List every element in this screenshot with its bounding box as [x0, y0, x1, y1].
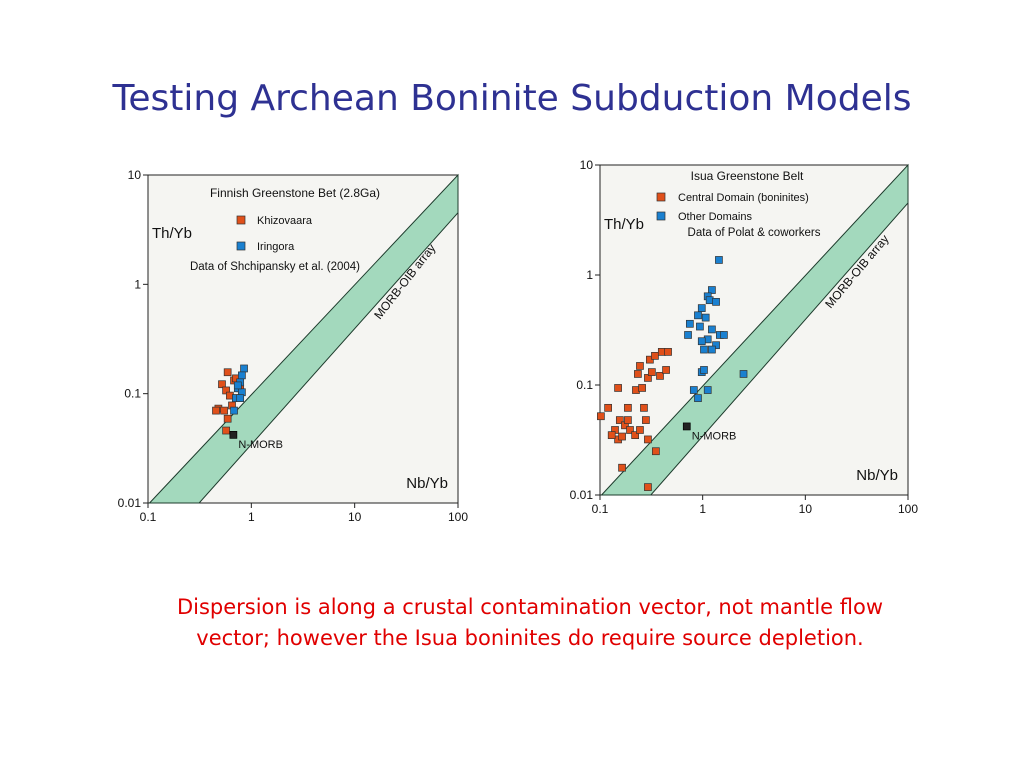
data-point	[664, 348, 672, 356]
legend-title: Isua Greenstone Belt	[691, 169, 804, 183]
legend-title: Finnish Greenstone Bet (2.8Ga)	[210, 186, 380, 200]
annotation: Data of Polat & coworkers	[688, 227, 821, 239]
x-tick-label: 0.1	[140, 510, 157, 524]
data-point	[656, 372, 664, 380]
y-tick-label: 0.01	[118, 496, 142, 510]
y-tick-label: 0.1	[576, 378, 593, 392]
reference-label: N-MORB	[692, 430, 737, 442]
y-tick-label: 1	[134, 277, 141, 291]
data-point	[230, 406, 238, 415]
data-point	[651, 352, 659, 360]
legend-label: Khizovaara	[257, 215, 313, 227]
data-point	[238, 371, 246, 380]
reference-label: N-MORB	[238, 439, 283, 451]
data-point	[697, 337, 706, 346]
data-point	[638, 384, 646, 392]
data-point	[624, 416, 632, 424]
data-point	[648, 368, 656, 376]
y-tick-label: 0.01	[570, 488, 594, 502]
data-point	[636, 426, 644, 434]
data-point	[703, 386, 712, 394]
data-point	[685, 319, 694, 328]
data-point	[640, 403, 648, 412]
data-point	[662, 366, 670, 374]
data-point	[644, 483, 652, 491]
data-point	[694, 311, 702, 320]
annotation: Data of Shchipansky et al. (2004)	[190, 261, 360, 273]
data-point	[701, 313, 710, 322]
data-point	[700, 366, 708, 374]
legend-label: Other Domains	[678, 211, 752, 223]
x-tick-label: 1	[248, 510, 255, 524]
data-point	[636, 362, 644, 370]
data-point	[607, 431, 616, 440]
data-point	[631, 431, 640, 440]
legend-label: Iringora	[257, 241, 295, 253]
data-point	[614, 384, 622, 392]
data-point	[236, 394, 245, 402]
y-tick-label: 0.1	[124, 387, 141, 401]
data-point	[618, 432, 626, 441]
data-point	[689, 386, 698, 394]
y-axis-label: Th/Yb	[604, 216, 644, 233]
data-point	[624, 403, 632, 412]
data-point	[212, 406, 220, 415]
data-point	[618, 463, 626, 472]
data-point	[715, 256, 723, 264]
data-point	[615, 416, 624, 424]
data-point	[720, 331, 728, 339]
legend-swatch	[236, 241, 246, 251]
data-point	[705, 296, 714, 305]
x-tick-label: 0.1	[592, 502, 609, 516]
x-tick-label: 1	[699, 502, 706, 516]
y-tick-label: 1	[586, 268, 593, 282]
data-point	[696, 322, 704, 331]
data-point	[644, 435, 652, 444]
x-axis-label: Nb/Yb	[856, 467, 898, 484]
data-point	[712, 341, 720, 350]
data-point	[223, 368, 232, 377]
data-point	[642, 416, 650, 424]
data-point	[223, 414, 232, 423]
legend-label: Central Domain (boninites)	[678, 192, 809, 204]
data-point	[644, 374, 652, 382]
slide-title: Testing Archean Boninite Subduction Mode…	[111, 78, 911, 119]
data-point	[694, 394, 702, 402]
data-point	[708, 325, 716, 334]
x-tick-label: 10	[348, 510, 362, 524]
reference-point	[682, 422, 691, 431]
legend-swatch	[656, 211, 666, 221]
morb-oib-band	[600, 163, 909, 496]
data-point	[712, 298, 720, 306]
data-point	[220, 406, 228, 415]
x-tick-label: 100	[898, 502, 918, 516]
data-point	[233, 381, 242, 390]
x-axis-label: Nb/Yb	[406, 475, 448, 492]
legend-swatch	[656, 192, 666, 202]
data-point	[240, 364, 248, 373]
data-point	[700, 345, 708, 354]
data-point	[597, 412, 605, 421]
data-point	[218, 380, 226, 389]
reference-point	[229, 431, 238, 439]
x-tick-label: 10	[799, 502, 813, 516]
data-point	[739, 370, 748, 378]
legend-swatch	[236, 215, 246, 225]
data-point	[708, 345, 716, 354]
caption-line: vector; however the Isua boninites do re…	[196, 626, 863, 650]
caption-line: Dispersion is along a crustal contaminat…	[177, 595, 883, 619]
y-tick-label: 10	[128, 168, 142, 182]
data-point	[708, 286, 716, 294]
data-point	[604, 403, 612, 412]
data-point	[626, 426, 634, 434]
y-axis-label: Th/Yb	[152, 225, 192, 242]
data-point	[634, 370, 642, 378]
data-point	[684, 331, 692, 339]
y-tick-label: 10	[580, 158, 594, 172]
data-point	[222, 426, 230, 435]
data-point	[697, 304, 706, 312]
x-tick-label: 100	[448, 510, 468, 524]
data-point	[652, 447, 660, 456]
